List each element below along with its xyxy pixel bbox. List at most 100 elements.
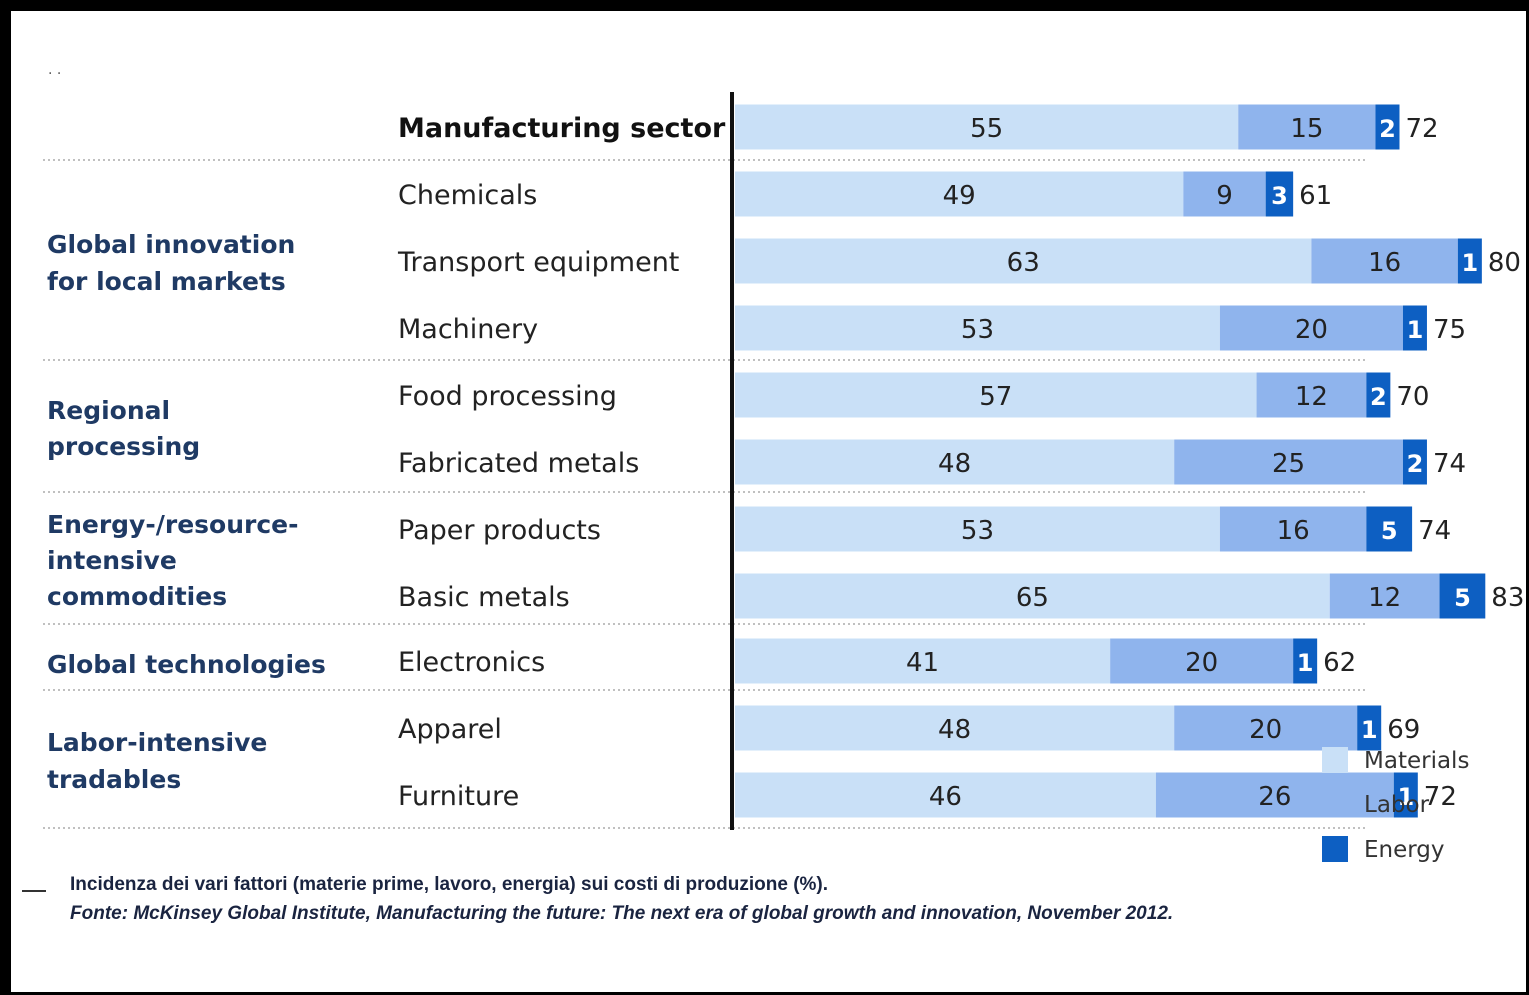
- materials-value-10: 46: [929, 782, 962, 812]
- legend-label-materials: Materials: [1364, 748, 1469, 774]
- labor-value-1: 9: [1216, 181, 1233, 211]
- labor-bar-1: [1183, 171, 1266, 217]
- row-label-8: Electronics: [398, 647, 545, 678]
- labor-value-3: 20: [1295, 315, 1328, 345]
- group-label-1-line-1: for local markets: [47, 267, 286, 296]
- energy-value-0: 2: [1379, 115, 1396, 143]
- materials-value-1: 49: [943, 181, 976, 211]
- labor-value-6: 16: [1277, 516, 1310, 546]
- total-label-5: 74: [1433, 449, 1466, 479]
- energy-value-1: 3: [1271, 182, 1288, 210]
- energy-bar-4: [1366, 372, 1391, 418]
- labor-bar-10: [1155, 772, 1394, 818]
- labor-bar-5: [1174, 439, 1403, 485]
- labor-bar-3: [1219, 305, 1403, 351]
- materials-value-7: 65: [1016, 583, 1049, 613]
- energy-bar-7: [1439, 573, 1486, 619]
- energy-bar-10: [1393, 772, 1418, 818]
- labor-bar-9: [1174, 705, 1358, 751]
- labor-value-8: 20: [1185, 648, 1218, 678]
- energy-bar-9: [1357, 705, 1382, 751]
- labor-bar-8: [1110, 638, 1294, 684]
- row-label-0: Manufacturing sector: [398, 113, 726, 144]
- labor-bar-7: [1329, 573, 1440, 619]
- group-label-5-line-0: Labor-intensive: [47, 728, 267, 757]
- materials-value-2: 63: [1007, 248, 1040, 278]
- materials-value-0: 55: [970, 114, 1003, 144]
- labor-value-4: 12: [1295, 382, 1328, 412]
- row-label-1: Chemicals: [398, 180, 537, 211]
- materials-bar-5: [735, 439, 1175, 485]
- materials-value-3: 53: [961, 315, 994, 345]
- group-label-4-line-0: Global technologies: [47, 650, 326, 679]
- group-label-3-line-1: intensive: [47, 546, 177, 575]
- materials-bar-7: [735, 573, 1330, 619]
- materials-bar-6: [735, 506, 1220, 552]
- legend-label-energy: Energy: [1364, 837, 1445, 863]
- energy-value-9: 1: [1361, 716, 1378, 744]
- total-label-8: 62: [1323, 648, 1356, 678]
- legend-swatch-labor: [1322, 791, 1348, 817]
- caption-source: Fonte: McKinsey Global Institute, Manufa…: [70, 903, 1174, 924]
- materials-bar-4: [735, 372, 1257, 418]
- materials-bar-2: [735, 238, 1312, 284]
- energy-value-5: 2: [1407, 450, 1424, 478]
- materials-bar-9: [735, 705, 1175, 751]
- materials-value-6: 53: [961, 516, 994, 546]
- group-label-3-line-0: Energy-/resource-: [47, 510, 298, 539]
- materials-value-5: 48: [938, 449, 971, 479]
- row-label-2: Transport equipment: [397, 247, 679, 278]
- legend-swatch-energy: [1322, 836, 1348, 862]
- energy-bar-1: [1265, 171, 1294, 217]
- energy-value-2: 1: [1461, 249, 1478, 277]
- row-label-3: Machinery: [398, 314, 538, 345]
- energy-value-8: 1: [1297, 649, 1314, 677]
- energy-value-7: 5: [1454, 584, 1471, 612]
- labor-value-2: 16: [1368, 248, 1401, 278]
- labor-value-9: 20: [1249, 715, 1282, 745]
- group-label-5-line-1: tradables: [47, 765, 181, 794]
- labor-value-10: 26: [1258, 782, 1291, 812]
- labor-bar-6: [1219, 506, 1367, 552]
- energy-bar-5: [1402, 439, 1427, 485]
- row-label-6: Paper products: [398, 515, 601, 546]
- energy-value-6: 5: [1381, 517, 1398, 545]
- materials-bar-3: [735, 305, 1220, 351]
- row-label-7: Basic metals: [398, 582, 570, 613]
- labor-bar-4: [1256, 372, 1367, 418]
- total-label-3: 75: [1433, 315, 1466, 345]
- legend-swatch-materials: [1322, 747, 1348, 773]
- energy-bar-8: [1293, 638, 1318, 684]
- corner-mark: . .: [48, 62, 62, 78]
- group-label-3-line-2: commodities: [47, 582, 227, 611]
- total-label-10: 72: [1424, 782, 1457, 812]
- group-label-2-line-0: Regional: [47, 396, 170, 425]
- row-label-5: Fabricated metals: [398, 448, 639, 479]
- energy-value-4: 2: [1370, 383, 1387, 411]
- total-label-2: 80: [1488, 248, 1521, 278]
- total-label-6: 74: [1418, 516, 1451, 546]
- total-label-4: 70: [1396, 382, 1429, 412]
- materials-value-8: 41: [906, 648, 939, 678]
- total-label-1: 61: [1299, 181, 1332, 211]
- materials-bar-0: [735, 104, 1239, 150]
- group-label-1-line-0: Global innovation: [47, 230, 295, 259]
- labor-bar-0: [1238, 104, 1376, 150]
- materials-bar-10: [735, 772, 1156, 818]
- materials-bar-1: [735, 171, 1184, 217]
- energy-bar-0: [1375, 104, 1400, 150]
- caption: Incidenza dei vari fattori (materie prim…: [70, 870, 1270, 928]
- labor-bar-2: [1311, 238, 1458, 284]
- legend-label-labor: Labor: [1364, 792, 1430, 818]
- labor-value-0: 15: [1290, 114, 1323, 144]
- row-label-4: Food processing: [398, 381, 617, 412]
- total-label-9: 69: [1387, 715, 1420, 745]
- materials-bar-8: [735, 638, 1111, 684]
- materials-value-4: 57: [979, 382, 1012, 412]
- materials-value-9: 48: [938, 715, 971, 745]
- energy-value-3: 1: [1407, 316, 1424, 344]
- energy-value-10: 1: [1397, 783, 1414, 811]
- caption-title: Incidenza dei vari fattori (materie prim…: [70, 874, 829, 895]
